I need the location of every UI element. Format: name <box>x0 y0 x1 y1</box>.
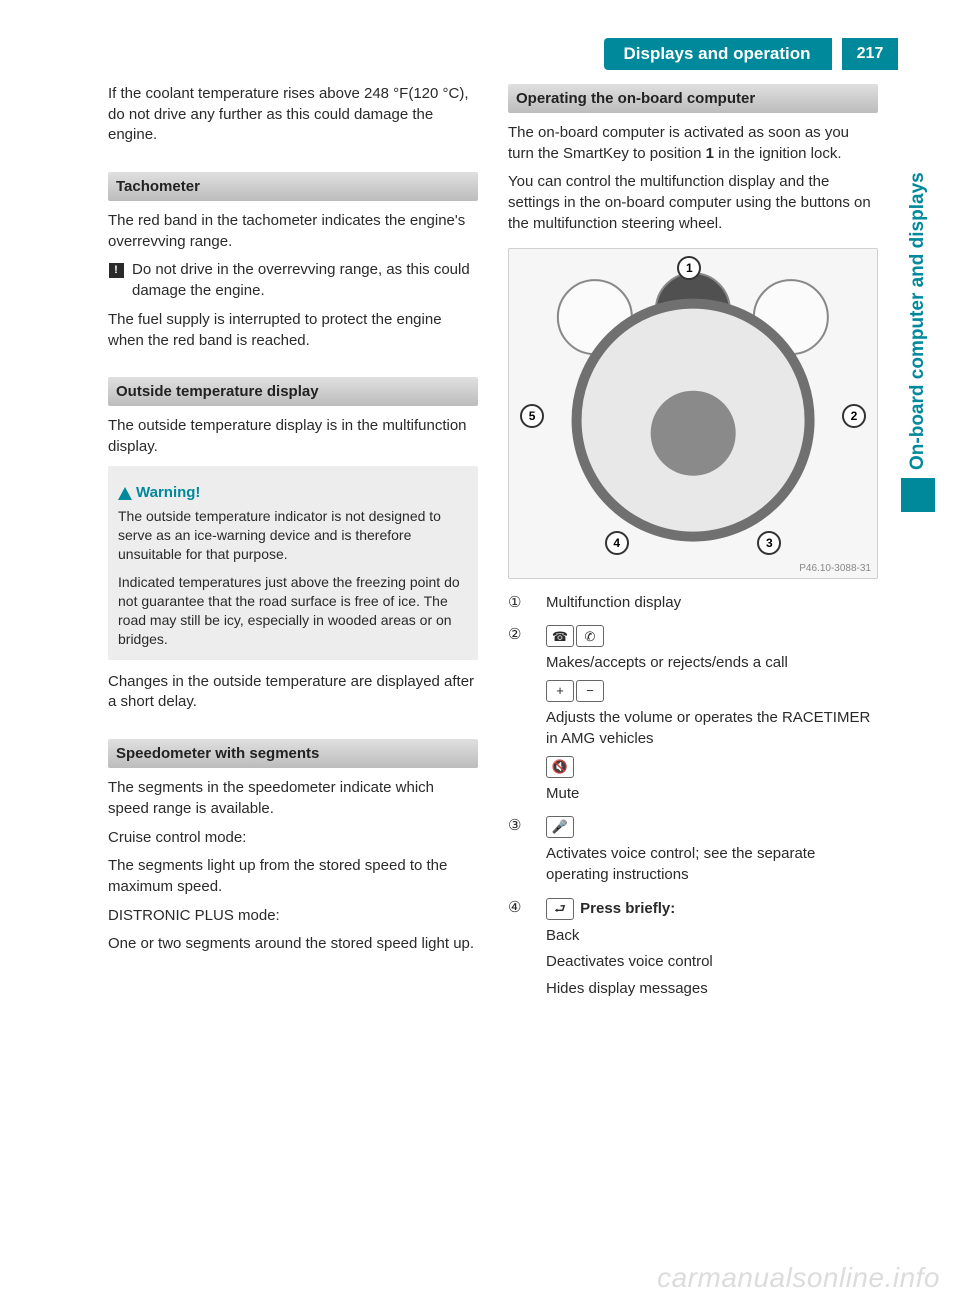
warning-title: Warning! <box>118 484 468 501</box>
legend-3-l1: Activates voice control; see the separat… <box>546 844 878 885</box>
speedometer-heading: Speedometer with segments <box>108 739 478 768</box>
legend-4-bold: Press briefly: <box>580 900 675 917</box>
speed-p2: Cruise control mode: <box>108 828 478 849</box>
mute-icon: 🔇 <box>546 756 574 778</box>
legend-2-l1: Makes/accepts or rejects/ends a call <box>546 653 878 674</box>
legend-2-icons-call: ☎✆ <box>546 625 878 647</box>
legend-body-4: ⮐ Press briefly: Back Deactivates voice … <box>546 898 878 1006</box>
tach-p1: The red band in the tachometer indicates… <box>108 211 478 252</box>
legend-2-l2: Adjusts the volume or operates the RACET… <box>546 708 878 749</box>
right-column: Operating the on-board computer The on-b… <box>508 84 878 1012</box>
legend-body-2: ☎✆ Makes/accepts or rejects/ends a call … <box>546 625 878 810</box>
speed-p1: The segments in the speedometer indicate… <box>108 778 478 819</box>
legend-4-l2: Deactivates voice control <box>546 952 878 973</box>
callout-1: 1 <box>677 256 701 280</box>
header-bar: Displays and operation 217 <box>62 38 898 70</box>
legend-num-3: ③ <box>508 816 530 891</box>
legend-3-icons: 🎤 <box>546 816 878 838</box>
vol-up-icon: + <box>546 680 574 702</box>
temp-p1: The outside temperature display is in th… <box>108 416 478 457</box>
legend-2-icons-vol: +− <box>546 680 878 702</box>
callout-3: 3 <box>757 531 781 555</box>
op-p1-bold: 1 <box>706 145 714 162</box>
warning-box: Warning! The outside temperature indicat… <box>108 466 478 660</box>
steering-wheel-figure: 1 2 3 4 5 P46.10-3088-31 <box>508 248 878 578</box>
legend-num-2: ② <box>508 625 530 810</box>
outside-temp-heading: Outside temperature display <box>108 377 478 406</box>
back-icon: ⮐ <box>546 898 574 920</box>
speed-p3: The segments light up from the stored sp… <box>108 856 478 897</box>
legend-4-l1: Back <box>546 926 878 947</box>
legend-num-1: ① <box>508 593 530 620</box>
left-column: If the coolant temperature rises above 2… <box>108 84 478 1012</box>
legend-row-1: ① Multifunction display <box>508 593 878 620</box>
steering-hub <box>651 391 736 476</box>
legend-1-text: Multifunction display <box>546 593 878 614</box>
warn-p1: The outside temperature indicator is not… <box>118 507 468 565</box>
callout-4: 4 <box>605 531 629 555</box>
voice-icon: 🎤 <box>546 816 574 838</box>
tach-note: ! Do not drive in the overrevving range,… <box>108 260 478 301</box>
header-title: Displays and operation <box>604 38 833 70</box>
tach-p2: The fuel supply is interrupted to protec… <box>108 310 478 351</box>
tach-note-text: Do not drive in the overrevving range, a… <box>132 260 478 301</box>
callout-5: 5 <box>520 404 544 428</box>
header-title-wrap: Displays and operation <box>62 38 842 70</box>
side-tab-label: On-board computer and displays <box>907 82 929 470</box>
warning-triangle-icon <box>118 487 132 500</box>
image-code: P46.10-3088-31 <box>799 563 871 574</box>
header-page-number: 217 <box>842 38 898 70</box>
operating-heading: Operating the on-board computer <box>508 84 878 113</box>
warn-p2: Indicated temperatures just above the fr… <box>118 573 468 650</box>
legend-row-2: ② ☎✆ Makes/accepts or rejects/ends a cal… <box>508 625 878 810</box>
speed-p4: DISTRONIC PLUS mode: <box>108 906 478 927</box>
side-tab-block <box>901 478 935 512</box>
warning-title-text: Warning! <box>136 484 200 501</box>
op-p1-b: in the ignition lock. <box>714 145 842 162</box>
intro-para: If the coolant temperature rises above 2… <box>108 84 478 146</box>
legend-row-3: ③ 🎤 Activates voice control; see the sep… <box>508 816 878 891</box>
op-p2: You can control the multifunction displa… <box>508 172 878 234</box>
legend-4-icons: ⮐ Press briefly: <box>546 898 878 920</box>
speed-p5: One or two segments around the stored sp… <box>108 934 478 955</box>
end-call-icon: ✆ <box>576 625 604 647</box>
legend-body-3: 🎤 Activates voice control; see the separ… <box>546 816 878 891</box>
op-p1: The on-board computer is activated as so… <box>508 123 878 164</box>
legend-row-4: ④ ⮐ Press briefly: Back Deactivates voic… <box>508 898 878 1006</box>
accept-call-icon: ☎ <box>546 625 574 647</box>
page: Displays and operation 217 On-board comp… <box>0 0 960 1302</box>
legend-4-l3: Hides display messages <box>546 979 878 1000</box>
temp-p2: Changes in the outside temperature are d… <box>108 672 478 713</box>
header-title-text: Displays and operation <box>624 44 811 64</box>
watermark: carmanualsonline.info <box>657 1262 940 1294</box>
legend-body-1: Multifunction display <box>546 593 878 620</box>
side-tab: On-board computer and displays <box>900 82 936 512</box>
content-columns: If the coolant temperature rises above 2… <box>108 84 878 1012</box>
legend-2-icons-mute: 🔇 <box>546 756 878 778</box>
tachometer-heading: Tachometer <box>108 172 478 201</box>
legend-2-l3: Mute <box>546 784 878 805</box>
exclamation-icon: ! <box>108 260 126 301</box>
callout-2: 2 <box>842 404 866 428</box>
vol-down-icon: − <box>576 680 604 702</box>
legend-num-4: ④ <box>508 898 530 1006</box>
